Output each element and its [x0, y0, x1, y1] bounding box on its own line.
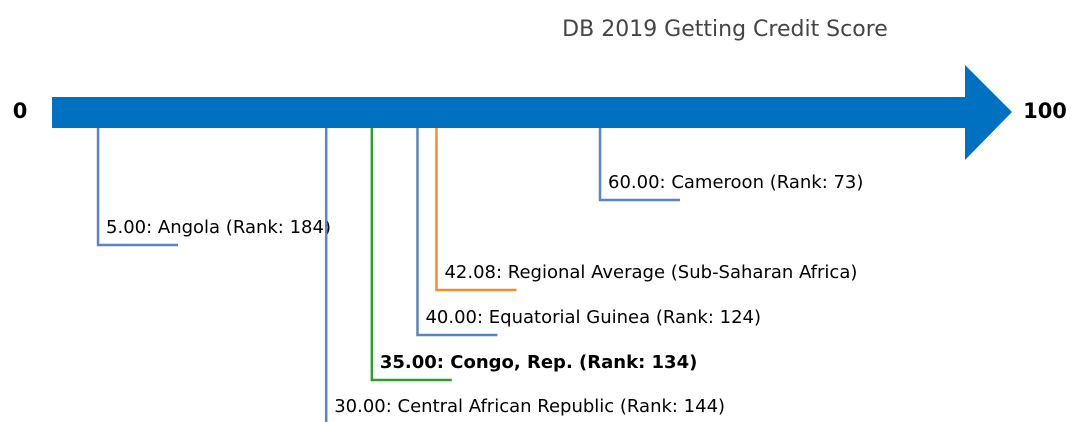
- chart-title: DB 2019 Getting Credit Score: [562, 17, 888, 42]
- value-label: 35.00: Congo, Rep. (Rank: 134): [380, 352, 697, 373]
- leader-line: [598, 128, 681, 202]
- value-label: 42.08: Regional Average (Sub-Saharan Afr…: [444, 262, 857, 283]
- value-label: 5.00: Angola (Rank: 184): [106, 217, 331, 238]
- leader-line: [370, 128, 452, 382]
- leader-line: [435, 128, 517, 292]
- leader-line: [96, 128, 179, 247]
- value-label: 60.00: Cameroon (Rank: 73): [608, 172, 863, 193]
- arrow: [52, 65, 1012, 160]
- value-label: 40.00: Equatorial Guinea (Rank: 124): [425, 307, 761, 328]
- x-tick-label: 100: [1023, 99, 1067, 123]
- x-tick-label: 0: [13, 99, 28, 123]
- value-label: 30.00: Central African Republic (Rank: 1…: [334, 396, 725, 417]
- leader-line: [416, 128, 498, 337]
